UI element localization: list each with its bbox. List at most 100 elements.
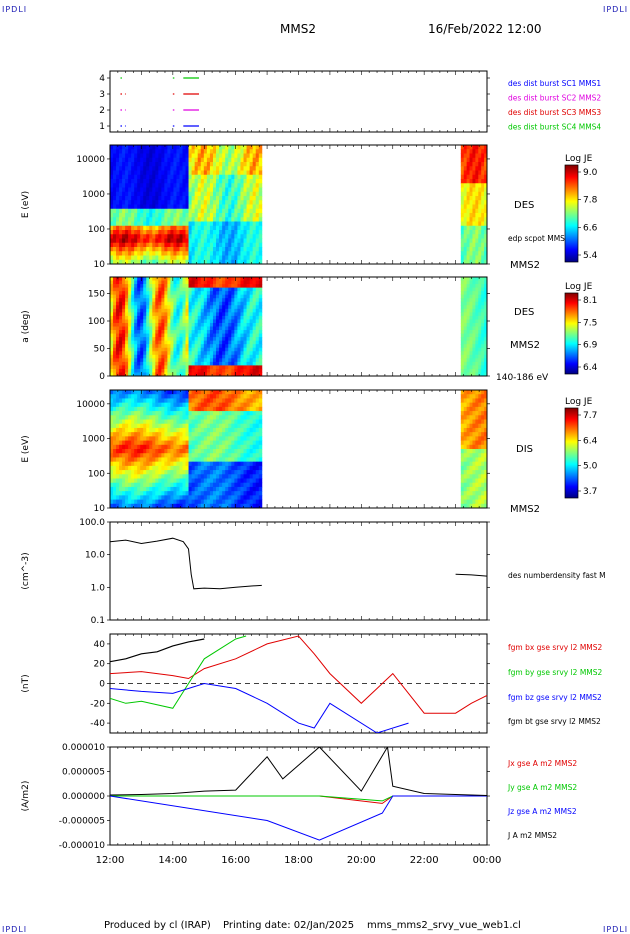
spectrogram-cell	[125, 453, 129, 458]
spectrogram-cell	[158, 351, 162, 356]
spectrogram-cell	[131, 326, 135, 331]
spectrogram-cell	[113, 337, 117, 342]
spectrogram-cell	[252, 196, 257, 201]
spectrogram-cell	[128, 230, 132, 235]
spectrogram-cell	[146, 326, 150, 331]
spectrogram-cell	[125, 301, 129, 306]
spectrogram-cell	[191, 305, 196, 310]
spectrogram-cell	[167, 457, 171, 463]
spectrogram-cell	[164, 491, 168, 496]
spectrogram-cell	[246, 398, 251, 404]
spectrogram-cell	[249, 251, 254, 256]
spectrogram-cell	[188, 319, 192, 324]
spectrogram-cell	[152, 432, 156, 437]
spectrogram-cell	[110, 358, 114, 363]
spectrogram-cell	[466, 322, 470, 327]
spectrogram-cell	[164, 474, 168, 479]
spectrogram-cell	[228, 221, 232, 227]
spectrogram-cell	[206, 470, 211, 475]
spectrogram-cell	[216, 394, 220, 399]
spectrogram-cell	[197, 319, 202, 324]
spectrogram-cell	[131, 499, 135, 505]
spectrogram-cell	[228, 340, 232, 345]
spectrogram-cell	[194, 390, 199, 395]
spectrogram-cell	[170, 196, 174, 201]
spectrogram-cell	[216, 478, 220, 484]
spectrogram-cell	[200, 423, 205, 429]
spectrogram-cell	[469, 238, 473, 244]
spectrogram-cell	[164, 330, 168, 334]
spectrogram-cell	[152, 157, 156, 163]
spectrogram-cell	[164, 503, 168, 509]
spectrogram-cell	[179, 166, 183, 171]
spectrogram-cell	[176, 486, 180, 492]
spectrogram-cell	[469, 337, 473, 342]
spectrogram-cell	[143, 251, 147, 256]
spectrogram-cell	[146, 174, 150, 180]
spectrogram-cell	[146, 436, 150, 441]
spectrogram-cell	[158, 427, 162, 433]
spectrogram-cell	[197, 153, 202, 159]
spectrogram-cell	[240, 287, 244, 292]
spectrogram-cell	[128, 419, 132, 425]
spectrogram-cell	[155, 474, 159, 479]
spectrogram-cell	[119, 449, 123, 454]
spectrogram-cell	[182, 444, 186, 450]
spectrogram-cell	[197, 225, 202, 231]
spectrogram-cell	[176, 319, 180, 324]
spectrogram-cell	[161, 298, 165, 303]
spectrogram-cell	[231, 308, 235, 313]
spectrogram-cell	[140, 259, 144, 265]
spectrogram-cell	[246, 157, 251, 163]
spectrogram-cell	[164, 162, 168, 167]
spectrogram-cell	[478, 354, 482, 359]
spectrogram-cell	[170, 333, 174, 338]
spectrogram-cell	[222, 449, 226, 454]
spectrogram-cell	[113, 415, 117, 420]
spectrogram-cell	[258, 319, 263, 324]
spectrogram-cell	[246, 291, 251, 296]
spectrogram-cell	[209, 238, 214, 244]
spectrogram-cell	[463, 247, 468, 252]
spectrogram-cell	[191, 465, 196, 471]
spectrogram-cell	[149, 259, 153, 265]
spectrogram-cell	[255, 187, 260, 193]
spectrogram-cell	[164, 436, 168, 441]
spectrogram-cell	[197, 330, 202, 334]
spectrogram-cell	[167, 259, 171, 265]
spectrogram-cell	[200, 444, 205, 450]
spectrogram-cell	[167, 179, 171, 184]
spectrogram-cell	[463, 330, 468, 334]
spectrogram-cell	[469, 294, 473, 299]
spectrogram-cell	[231, 280, 235, 285]
spectrogram-cell	[137, 354, 141, 359]
spectrogram-cell	[167, 291, 171, 296]
spectrogram-cell	[122, 308, 126, 313]
spectrogram-cell	[137, 465, 141, 471]
spectrogram-cell	[200, 284, 205, 289]
spectrogram-cell	[182, 330, 186, 334]
spectrogram-cell	[200, 347, 205, 352]
spectrogram-cell	[203, 398, 208, 404]
spectrogram-cell	[484, 208, 488, 214]
spectrogram-cell	[119, 415, 123, 420]
spectrogram-cell	[228, 354, 232, 359]
spectrogram-cell	[206, 423, 211, 429]
spectrogram-cell	[110, 398, 114, 404]
spectrogram-cell	[170, 398, 174, 404]
spectrogram-cell	[475, 277, 479, 281]
spectrogram-cell	[161, 149, 165, 154]
spectrogram-cell	[222, 340, 226, 345]
spectrogram-cell	[143, 157, 147, 163]
spectrogram-cell	[173, 157, 177, 163]
spectrogram-cell	[110, 461, 114, 467]
spectrogram-cell	[143, 499, 147, 505]
spectrogram-cell	[200, 461, 205, 467]
spectrogram-cell	[164, 183, 168, 188]
spectrogram-cell	[182, 149, 186, 154]
spectrogram-cell	[128, 191, 132, 197]
spectrogram-cell	[149, 347, 153, 352]
spectrogram-cell	[240, 368, 244, 373]
spectrogram-cell	[225, 166, 229, 171]
spectrogram-cell	[179, 495, 183, 500]
